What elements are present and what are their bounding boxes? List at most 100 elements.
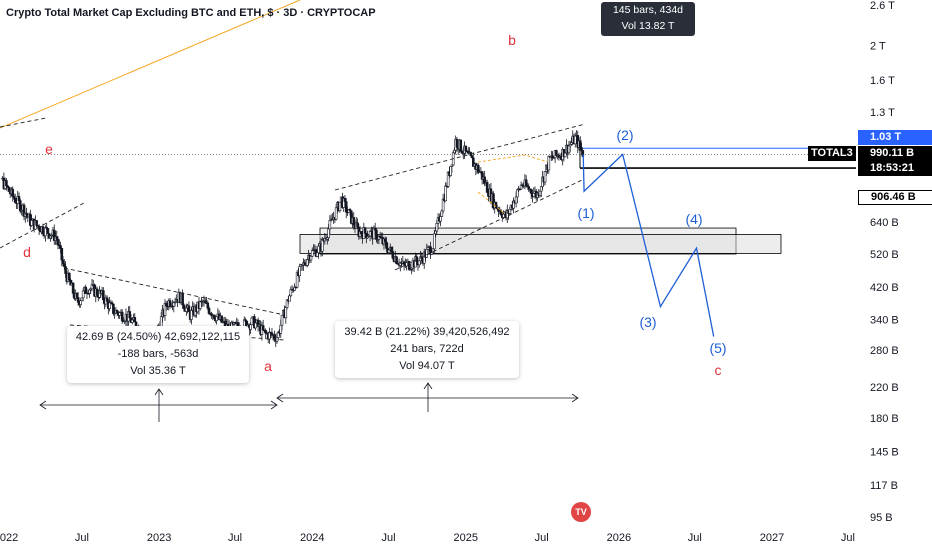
candle-body bbox=[444, 185, 447, 202]
candle-body bbox=[352, 217, 356, 226]
candle-body bbox=[88, 289, 91, 294]
candle-body bbox=[95, 288, 99, 296]
candle-body bbox=[12, 196, 16, 199]
x-tick-label: Jul bbox=[688, 532, 702, 544]
candle-body bbox=[529, 189, 533, 194]
candle-body bbox=[555, 150, 558, 156]
range-arrow-left-head-left bbox=[39, 400, 47, 410]
candle-body bbox=[433, 233, 436, 250]
wave-label-b: b bbox=[508, 32, 516, 48]
x-tick-label: Jul bbox=[228, 532, 242, 544]
candle-body bbox=[508, 208, 512, 214]
x-tick-label: 2022 bbox=[0, 532, 18, 544]
wave-label-a: a bbox=[264, 358, 272, 374]
candle-body bbox=[102, 290, 105, 301]
x-tick-label: 2025 bbox=[454, 532, 478, 544]
candle-body bbox=[25, 212, 28, 216]
candle-body bbox=[185, 307, 188, 312]
candle-body bbox=[383, 238, 387, 243]
measure-tooltip-left-volume: Vol 35.36 T bbox=[130, 365, 186, 377]
candle-body bbox=[261, 325, 265, 331]
measure-tooltip-mid: 39.42 B (21.22%) 39,420,526,492 241 bars… bbox=[335, 321, 519, 378]
measure-tooltip-mid-bars: 241 bars, 722d bbox=[390, 343, 464, 355]
orange-dashed-segment bbox=[477, 154, 549, 163]
wave-label-3: (3) bbox=[639, 314, 656, 330]
x-tick-label: Jul bbox=[535, 532, 549, 544]
ticker-tag: TOTAL3 bbox=[808, 146, 856, 161]
range-arrow-right-head-left bbox=[276, 393, 284, 403]
candle-body bbox=[344, 201, 348, 213]
measure-tooltip-mid-volume: Vol 94.07 T bbox=[399, 360, 455, 372]
candle-body bbox=[81, 290, 85, 299]
channel-line-top-left bbox=[0, 117, 47, 128]
candle-body bbox=[41, 226, 45, 235]
candle-body bbox=[254, 322, 257, 329]
candle-body bbox=[368, 231, 372, 237]
candle-body bbox=[405, 262, 408, 267]
candle-body bbox=[338, 201, 342, 211]
candle-body bbox=[435, 223, 439, 232]
measure-tooltip-left-bars: -188 bars, -563d bbox=[117, 348, 199, 360]
candle-body bbox=[539, 186, 543, 192]
wave-label-e: e bbox=[45, 141, 53, 157]
y-tick-label: 220 B bbox=[870, 382, 899, 394]
candle-body bbox=[49, 235, 52, 239]
candle-body bbox=[387, 249, 391, 254]
candle-body bbox=[310, 250, 314, 257]
wave-projection-line bbox=[582, 153, 715, 337]
channel-line-bull-top bbox=[334, 123, 586, 191]
close-price-tag: 990.11 B bbox=[858, 146, 932, 161]
channel-line-bottom-left bbox=[0, 202, 85, 249]
level-price-tag: 906.46 B bbox=[858, 190, 932, 205]
orange-trendline bbox=[0, 0, 301, 129]
candle-body bbox=[563, 152, 567, 158]
candle-body bbox=[207, 307, 211, 314]
candle-body bbox=[5, 180, 8, 187]
candle-body bbox=[485, 182, 489, 193]
candle-body bbox=[215, 316, 218, 321]
candle-body bbox=[543, 171, 547, 183]
candle-body bbox=[305, 259, 309, 266]
candle-body bbox=[363, 227, 367, 234]
x-tick-label: Jul bbox=[75, 532, 89, 544]
candle-body bbox=[182, 304, 186, 309]
candle-body bbox=[309, 255, 313, 261]
candle-body bbox=[395, 256, 398, 264]
candle-body bbox=[425, 249, 429, 258]
candle-body bbox=[514, 196, 518, 204]
measure-tooltip-mid-change: 39.42 B (21.22%) 39,420,526,492 bbox=[344, 326, 510, 338]
candle-body bbox=[434, 230, 437, 235]
candle-body bbox=[417, 260, 421, 266]
candle-body bbox=[573, 135, 577, 145]
candle-body bbox=[133, 317, 137, 323]
x-tick-label: 2026 bbox=[607, 532, 631, 544]
candle-body bbox=[464, 145, 468, 152]
candle-body bbox=[459, 139, 463, 152]
candle-body bbox=[455, 138, 459, 148]
candle-body bbox=[11, 188, 15, 197]
y-tick-label: 280 B bbox=[870, 345, 899, 357]
candle-body bbox=[273, 334, 276, 339]
candle-body bbox=[112, 303, 115, 314]
candle-body bbox=[198, 301, 202, 309]
measure-tooltip-top-bars: 145 bars, 434d bbox=[612, 4, 684, 16]
candle-body bbox=[55, 236, 59, 240]
candle-body bbox=[516, 189, 519, 198]
measure-tooltip-left: 42.69 B (24.50%) 42,692,122,115 -188 bar… bbox=[67, 326, 249, 383]
candle-body bbox=[187, 305, 191, 312]
y-tick-label: 1.6 T bbox=[870, 75, 895, 87]
tradingview-logo-icon[interactable]: TV bbox=[571, 502, 591, 522]
candle-body bbox=[440, 210, 444, 217]
candle-body bbox=[390, 246, 393, 252]
candle-body bbox=[317, 245, 320, 254]
measure-tooltip-top: 145 bars, 434d Vol 13.82 T bbox=[601, 2, 695, 36]
y-tick-label: 2.6 T bbox=[870, 0, 895, 12]
candle-body bbox=[212, 314, 216, 319]
chart-title: Crypto Total Market Cap Excluding BTC an… bbox=[6, 7, 376, 19]
y-tick-label: 640 B bbox=[870, 217, 899, 229]
candle-body bbox=[494, 201, 498, 209]
candle-body bbox=[334, 207, 338, 220]
candle-body bbox=[524, 179, 528, 187]
